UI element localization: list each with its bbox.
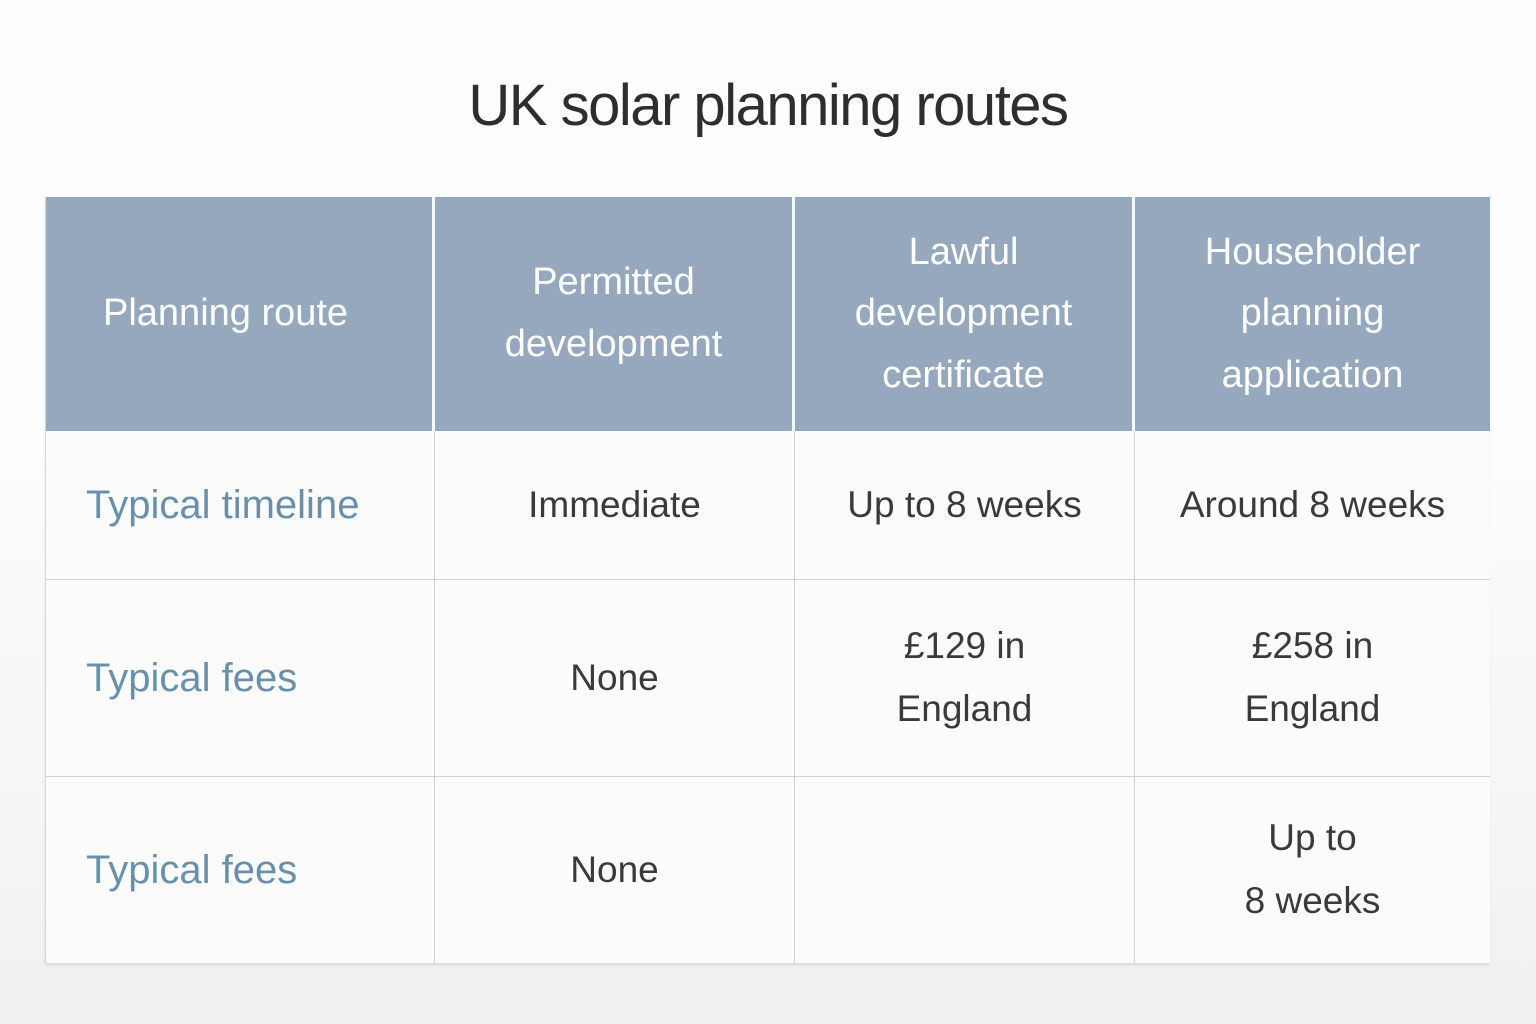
row-label-typical-fees-2: Typical fees	[46, 776, 435, 963]
cell-fees1-permitted-development: None	[435, 579, 795, 776]
cell-fees1-lawful-development-certificate: £129 in England	[795, 579, 1135, 776]
cell-fees2-householder-planning-application: Up to 8 weeks	[1135, 776, 1490, 963]
row-label-typical-fees-1: Typical fees	[46, 579, 435, 776]
header-cell-lawful-development-certificate: Lawful development certificate	[795, 197, 1135, 431]
cell-timeline-permitted-development: Immediate	[435, 431, 795, 579]
cell-timeline-lawful-development-certificate: Up to 8 weeks	[795, 431, 1135, 579]
header-cell-permitted-development: Permitted development	[435, 197, 795, 431]
cell-timeline-householder-planning-application: Around 8 weeks	[1135, 431, 1490, 579]
cell-fees2-lawful-development-certificate	[795, 776, 1135, 963]
cell-fees2-permitted-development: None	[435, 776, 795, 963]
cell-fees1-householder-planning-application: £258 in England	[1135, 579, 1490, 776]
planning-routes-table: Planning route Permitted development Law…	[45, 197, 1490, 963]
page-title: UK solar planning routes	[468, 73, 1069, 138]
row-label-typical-timeline: Typical timeline	[46, 431, 435, 579]
header-cell-planning-route: Planning route	[46, 197, 435, 431]
header-cell-householder-planning-application: Householder planning application	[1135, 197, 1490, 431]
